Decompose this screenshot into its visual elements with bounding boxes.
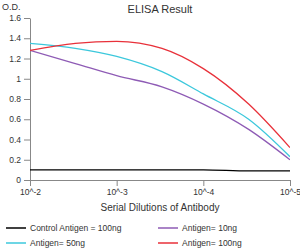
legend: Control Antigen = 100ng Antigen= 10ng Anti… (6, 223, 242, 248)
series-line (30, 170, 290, 171)
x-tick-mark (203, 180, 204, 186)
x-tick-mark (290, 180, 291, 186)
series-line (30, 41, 290, 147)
y-tick-mark (24, 160, 30, 161)
legend-item: Control Antigen = 100ng (6, 223, 122, 233)
y-tick-mark (24, 79, 30, 80)
x-tick-label: 10^-2 (20, 187, 41, 197)
y-tick: 1.6 (9, 13, 30, 23)
chart: 10^-2 10^-3 10^-4 10^-5 0 0.2 0.4 0.6 0.8 1 1.2 1.4… (0, 0, 300, 250)
x-tick-label: 10^-5 (280, 187, 300, 197)
y-tick-mark (24, 119, 30, 120)
legend-swatch (158, 227, 178, 229)
title: ELISA Result (128, 3, 193, 15)
x-tick: 10^-3 (107, 180, 128, 197)
legend-label: Antigen= 10ng (182, 223, 237, 233)
legend-swatch (158, 242, 178, 244)
y-tick: 1.2 (9, 54, 30, 64)
series-group (30, 41, 290, 171)
x-axis: 10^-2 10^-3 10^-4 10^-5 (20, 180, 300, 197)
legend-item: Antigen= 10ng (158, 223, 237, 233)
y-tick-mark (24, 18, 30, 19)
legend-label: Control Antigen = 100ng (30, 223, 122, 233)
y-tick-label: 0 (16, 175, 21, 185)
y-tick: 0.6 (9, 114, 30, 124)
x-tick-mark (117, 180, 118, 186)
y-tick-label: 0.8 (9, 94, 21, 104)
x-axis-line (31, 180, 291, 181)
y-tick-label: 1 (16, 74, 21, 84)
y-tick-mark (24, 140, 30, 141)
legend-item: Antigen= 50ng (6, 238, 85, 248)
y-tick-mark (24, 59, 30, 60)
x-tick-mark (30, 180, 31, 186)
x-tick: 10^-4 (193, 180, 214, 197)
y-tick-label: 0.2 (9, 155, 21, 165)
legend-swatch (6, 242, 26, 244)
y-tick-label: 0.6 (9, 114, 21, 124)
legend-item: Antigen= 100ng (158, 238, 242, 248)
y-tick: 0.8 (9, 94, 30, 104)
y-tick: 1.4 (9, 33, 30, 43)
x-tick: 10^-5 (280, 180, 300, 197)
legend-swatch (6, 227, 26, 229)
y-tick-label: 0.4 (9, 135, 21, 145)
y-tick: 0.4 (9, 135, 30, 145)
y-tick-mark (24, 99, 30, 100)
y-tick-mark (24, 38, 30, 39)
y-tick-label: 1.6 (9, 13, 21, 23)
y-tick-label: 1.2 (9, 54, 21, 64)
x-axis-title: Serial Dilutions of Antibody (101, 202, 220, 213)
y-tick: 0 (16, 175, 30, 185)
x-tick-label: 10^-4 (193, 187, 214, 197)
y-tick: 1 (16, 74, 30, 84)
series-line (30, 43, 290, 156)
y-axis: 0 0.2 0.4 0.6 0.8 1 1.2 1.4 1.6 (9, 13, 30, 185)
plot: 10^-2 10^-3 10^-4 10^-5 0 0.2 0.4 0.6 0.8 1 1.2 1.4… (9, 13, 300, 197)
x-tick-label: 10^-3 (107, 187, 128, 197)
y-tick-label: 1.4 (9, 33, 21, 43)
x-tick: 10^-2 (20, 180, 41, 197)
y-axis-title: O.D. (2, 2, 21, 12)
y-tick: 0.2 (9, 155, 30, 165)
legend-label: Antigen= 100ng (182, 238, 242, 248)
y-tick-mark (24, 180, 30, 181)
series-line (30, 50, 290, 159)
legend-label: Antigen= 50ng (30, 238, 85, 248)
